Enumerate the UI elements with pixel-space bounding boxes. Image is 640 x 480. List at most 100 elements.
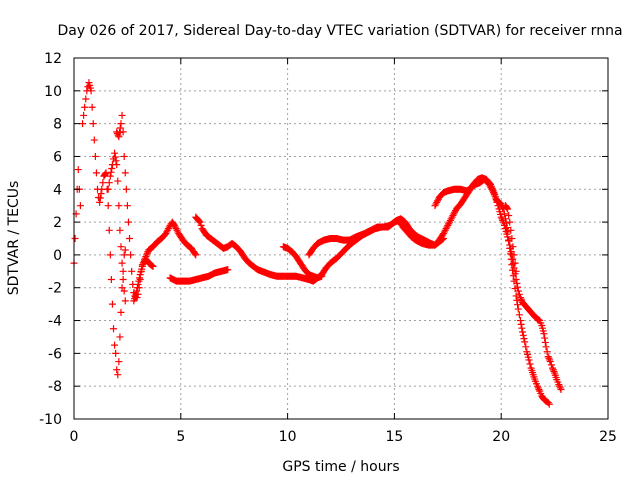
data-point	[106, 251, 114, 259]
data-point	[522, 343, 530, 351]
data-point	[114, 371, 122, 379]
data-point	[118, 259, 126, 267]
data-point	[128, 267, 136, 275]
data-point	[544, 399, 552, 407]
data-point	[107, 168, 115, 176]
data-point	[541, 334, 549, 342]
data-point	[485, 180, 493, 188]
data-point	[112, 349, 120, 357]
data-point	[433, 198, 441, 206]
data-point	[122, 185, 130, 193]
data-point	[111, 149, 119, 157]
data-point	[542, 343, 550, 351]
data-point	[224, 266, 232, 274]
data-point	[505, 236, 513, 244]
data-point	[507, 255, 515, 263]
data-point	[519, 328, 527, 336]
data-point	[519, 331, 527, 339]
x-tick-label: 15	[385, 429, 403, 445]
data-point	[517, 320, 525, 328]
data-point	[445, 220, 453, 228]
data-point	[119, 276, 127, 284]
data-point	[512, 292, 520, 300]
data-point	[556, 382, 564, 390]
data-point	[76, 202, 84, 210]
y-tick-label: -2	[48, 281, 62, 297]
plot-frame	[73, 57, 609, 420]
data-point	[431, 202, 439, 210]
data-point	[170, 221, 178, 229]
data-point	[497, 213, 505, 221]
data-point	[196, 218, 204, 226]
data-point	[117, 120, 125, 128]
data-layer	[70, 79, 565, 408]
data-point	[540, 330, 548, 338]
y-tick-label: 10	[44, 84, 62, 100]
data-point	[509, 272, 517, 280]
data-point	[108, 300, 116, 308]
data-point	[441, 226, 449, 234]
data-point	[555, 381, 563, 389]
data-point	[501, 215, 509, 223]
data-point	[516, 317, 524, 325]
data-point	[546, 358, 554, 366]
data-point	[80, 111, 88, 119]
chart-title: Day 026 of 2017, Sidereal Day-to-day VTE…	[57, 23, 622, 39]
series-track-e	[166, 266, 232, 285]
data-point	[119, 128, 127, 136]
data-point	[173, 226, 181, 234]
data-point	[534, 315, 542, 323]
data-point	[99, 179, 107, 187]
grid-layer	[74, 58, 608, 419]
data-point	[117, 243, 125, 251]
data-point	[447, 215, 455, 223]
data-point	[108, 164, 116, 172]
data-point	[172, 225, 180, 233]
data-point	[510, 251, 518, 259]
data-point	[123, 202, 131, 210]
data-point	[440, 230, 448, 238]
series-track-d	[130, 256, 157, 305]
x-tick-label: 0	[70, 429, 79, 445]
data-point	[197, 221, 205, 229]
data-point	[514, 305, 522, 313]
data-point	[512, 267, 520, 275]
x-tick-label: 10	[279, 429, 297, 445]
data-point	[126, 235, 134, 242]
data-point	[488, 185, 496, 193]
data-point	[105, 179, 113, 187]
data-point	[503, 204, 511, 212]
data-point	[106, 172, 114, 180]
data-point	[117, 308, 125, 316]
data-point	[450, 210, 458, 218]
data-point	[147, 261, 155, 269]
data-point	[87, 87, 95, 95]
y-tick-label: -10	[39, 412, 62, 428]
data-point	[509, 266, 517, 274]
data-point	[508, 261, 516, 269]
ticks-layer	[73, 57, 609, 420]
data-point	[446, 216, 454, 224]
tick-labels-layer: 0 5 10 15 20 25 -10 -8 -6 -4 -2 0 2 4 6 8 10 12	[39, 51, 617, 445]
data-point	[547, 361, 555, 369]
data-point	[90, 136, 98, 144]
data-point	[520, 335, 528, 343]
data-point	[163, 228, 171, 236]
series-track-i	[431, 175, 553, 408]
data-point	[195, 217, 203, 225]
series-track-c	[113, 111, 200, 302]
data-point	[510, 277, 518, 285]
data-point	[121, 169, 129, 177]
data-point	[503, 224, 511, 232]
data-point	[164, 225, 172, 233]
data-point	[509, 243, 517, 251]
data-point	[191, 250, 199, 258]
data-point	[118, 111, 126, 119]
data-point	[192, 251, 200, 259]
data-point	[541, 338, 549, 346]
data-point	[148, 262, 156, 270]
data-point	[79, 120, 87, 128]
data-point	[550, 367, 558, 375]
